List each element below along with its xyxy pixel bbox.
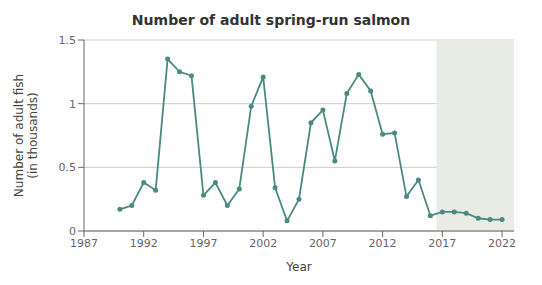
svg-text:2012: 2012 [369,237,397,250]
svg-text:Number of adult fish(in thousa: Number of adult fish(in thousands) [12,74,40,197]
svg-text:1.5: 1.5 [59,34,77,47]
svg-text:1997: 1997 [189,237,217,250]
svg-text:1987: 1987 [70,237,98,250]
svg-text:0: 0 [69,225,76,238]
svg-text:2007: 2007 [309,237,337,250]
svg-text:Year: Year [285,260,311,274]
svg-text:2022: 2022 [488,237,516,250]
html-text:Number of adult spring-run sal: Number of adult spring-run salmon [131,12,411,28]
svg-text:2017: 2017 [428,237,456,250]
svg-text:0.5: 0.5 [59,161,77,174]
svg-text:1: 1 [69,98,76,111]
svg-text:1992: 1992 [130,237,158,250]
svg-text:2002: 2002 [249,237,277,250]
